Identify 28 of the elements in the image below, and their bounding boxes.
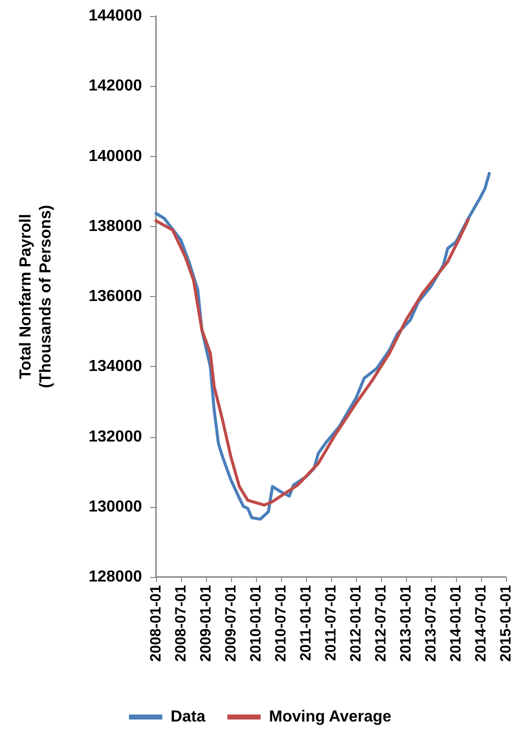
y-axis-title: Total Nonfarm Payroll (Thousands of Persons) xyxy=(18,204,54,388)
x-tick-label: 2009-01-01 xyxy=(198,585,215,662)
x-tick-label: 2011-07-01 xyxy=(322,585,340,661)
x-tick-label: 2008-07-01 xyxy=(172,585,190,662)
y-tick-label: 132000 xyxy=(88,428,142,446)
x-tick-label: 2011-01-01 xyxy=(298,585,315,661)
x-tick-label: 2015-01-01 xyxy=(498,585,514,662)
x-tick-label: 2010-01-01 xyxy=(248,585,265,662)
y-tick-label: 142000 xyxy=(88,78,142,95)
x-tick-label: 2010-07-01 xyxy=(272,585,290,662)
legend-label: Data xyxy=(170,708,206,726)
line-series xyxy=(154,218,470,507)
x-tick-label: 2013-07-01 xyxy=(422,585,440,662)
y-tick-label: 130000 xyxy=(88,498,142,516)
y-tick-label: 128000 xyxy=(88,568,142,586)
y-tick-label: 138000 xyxy=(88,218,142,235)
x-tick-label: 2013-01-01 xyxy=(398,585,415,662)
y-tick-label: 144000 xyxy=(88,8,142,24)
y-tick-label: 140000 xyxy=(88,148,142,165)
x-tick-label: 2014-07-01 xyxy=(472,585,490,662)
x-tick-label: 2012-07-01 xyxy=(372,585,390,662)
x-tick-label: 2009-07-01 xyxy=(222,585,240,662)
y-tick-label: 134000 xyxy=(88,358,142,376)
y-tick-label: 136000 xyxy=(88,288,142,305)
legend-label: Moving Average xyxy=(269,708,392,726)
x-tick-label: 2008-01-01 xyxy=(148,585,164,662)
x-tick-label: 2014-01-01 xyxy=(448,585,465,662)
x-tick-label: 2012-01-01 xyxy=(347,585,364,662)
